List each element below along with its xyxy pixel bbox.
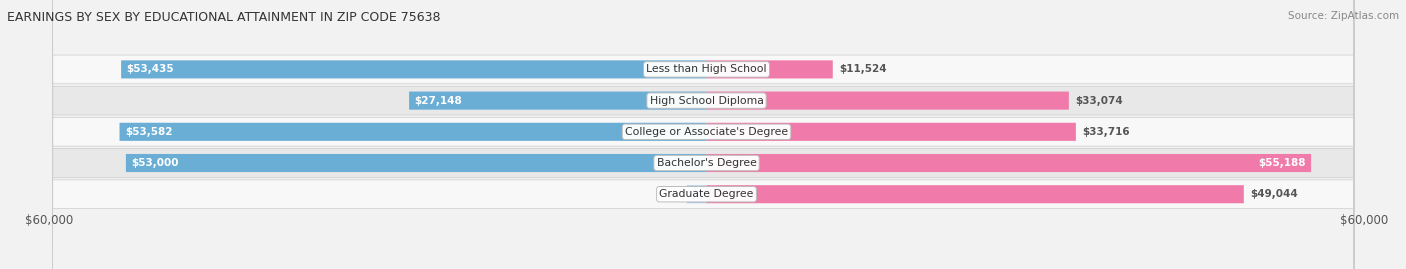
FancyBboxPatch shape	[52, 0, 1354, 269]
Text: Source: ZipAtlas.com: Source: ZipAtlas.com	[1288, 11, 1399, 21]
Text: High School Diploma: High School Diploma	[650, 95, 763, 106]
Text: $33,074: $33,074	[1076, 95, 1123, 106]
FancyBboxPatch shape	[686, 185, 707, 203]
Text: $0: $0	[665, 189, 681, 199]
FancyBboxPatch shape	[52, 0, 1354, 269]
FancyBboxPatch shape	[120, 123, 707, 141]
Text: $53,582: $53,582	[125, 127, 173, 137]
FancyBboxPatch shape	[52, 0, 1354, 269]
FancyBboxPatch shape	[707, 123, 1076, 141]
Text: $27,148: $27,148	[415, 95, 463, 106]
Text: $11,524: $11,524	[839, 64, 887, 75]
Text: $49,044: $49,044	[1250, 189, 1298, 199]
Text: Graduate Degree: Graduate Degree	[659, 189, 754, 199]
Text: $55,188: $55,188	[1258, 158, 1306, 168]
FancyBboxPatch shape	[707, 154, 1312, 172]
FancyBboxPatch shape	[52, 0, 1354, 269]
Text: EARNINGS BY SEX BY EDUCATIONAL ATTAINMENT IN ZIP CODE 75638: EARNINGS BY SEX BY EDUCATIONAL ATTAINMEN…	[7, 11, 440, 24]
FancyBboxPatch shape	[121, 60, 707, 79]
Text: Bachelor's Degree: Bachelor's Degree	[657, 158, 756, 168]
FancyBboxPatch shape	[707, 60, 832, 79]
Text: $33,716: $33,716	[1083, 127, 1130, 137]
FancyBboxPatch shape	[127, 154, 707, 172]
FancyBboxPatch shape	[707, 91, 1069, 110]
FancyBboxPatch shape	[409, 91, 707, 110]
Text: College or Associate's Degree: College or Associate's Degree	[624, 127, 789, 137]
Text: $53,000: $53,000	[131, 158, 179, 168]
FancyBboxPatch shape	[52, 0, 1354, 269]
Text: Less than High School: Less than High School	[647, 64, 766, 75]
Text: $53,435: $53,435	[127, 64, 174, 75]
FancyBboxPatch shape	[707, 185, 1244, 203]
Legend: Male, Female: Male, Female	[636, 267, 778, 269]
